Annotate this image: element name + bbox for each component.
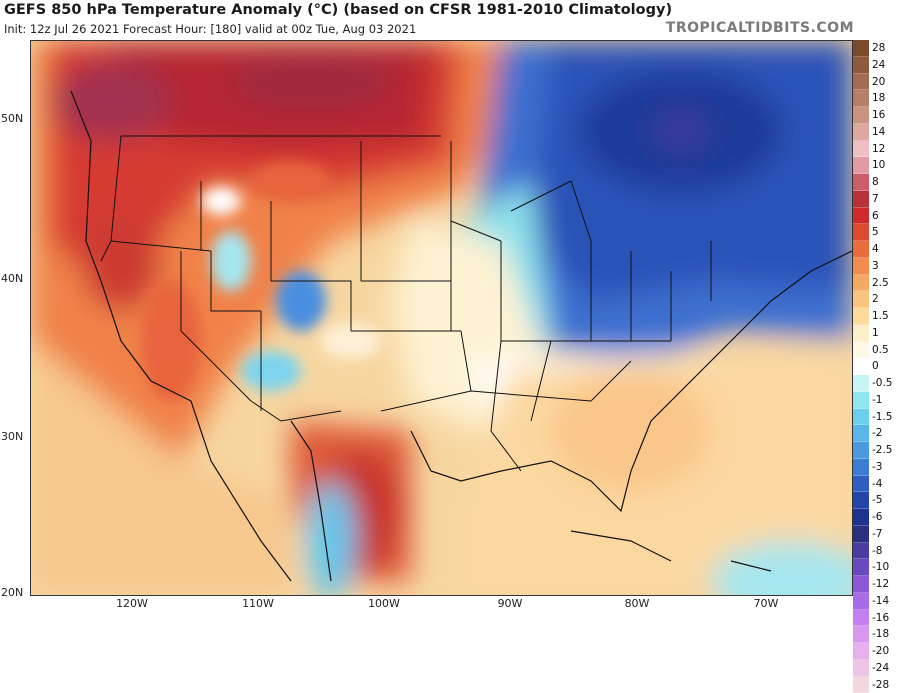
colorbar-level-label: 2.5 [872,275,900,292]
colorbar-swatch [853,459,869,476]
colorbar-swatch [853,124,869,141]
colorbar-level-label: 0.5 [872,342,900,359]
colorbar-swatch [853,526,869,543]
colorbar-level-label: 20 [872,74,900,91]
colorbar-swatch [853,208,869,225]
colorbar-level-label: 5 [872,224,900,241]
lat-label: 20N [1,586,23,599]
colorbar-level-label: -5 [872,492,900,509]
colorbar-level-label: -4 [872,476,900,493]
colorbar-swatch [853,559,869,576]
colorbar-swatch [853,291,869,308]
colorbar-swatch [853,476,869,493]
map-title: GEFS 850 hPa Temperature Anomaly (°C) (b… [4,2,672,18]
colorbar-level-label: -2.5 [872,442,900,459]
colorbar-level-label: -3 [872,459,900,476]
colorbar-level-label: -1.5 [872,409,900,426]
colorbar-swatch [853,442,869,459]
colorbar-swatch [853,191,869,208]
colorbar-level-label: 10 [872,157,900,174]
colorbar-swatch [853,90,869,107]
colorbar-level-label: -18 [872,626,900,643]
colorbar-swatch [853,626,869,643]
lon-label: 110W [242,597,274,610]
colorbar-swatch [853,409,869,426]
colorbar-level-label: -0.5 [872,375,900,392]
anomaly-map [30,40,853,596]
colorbar-swatch [853,241,869,258]
colorbar-swatch [853,509,869,526]
colorbar-level-label: -12 [872,576,900,593]
colorbar-level-label: -10 [872,559,900,576]
colorbar-swatch [853,174,869,191]
colorbar-level-label: -28 [872,677,900,693]
colorbar-swatch [853,576,869,593]
colorbar-swatch [853,258,869,275]
colorbar-level-label: -14 [872,593,900,610]
colorbar-level-label: -8 [872,543,900,560]
colorbar-level-label: 2 [872,291,900,308]
colorbar-swatch [853,157,869,174]
colorbar-level-label: 3 [872,258,900,275]
colorbar-swatch [853,342,869,359]
colorbar-level-label: 8 [872,174,900,191]
colorbar-swatch [853,677,869,693]
colorbar-swatch [853,224,869,241]
colorbar-level-label: -24 [872,660,900,677]
colorbar-swatch [853,325,869,342]
lat-label: 30N [1,430,23,443]
colorbar-swatch [853,610,869,627]
colorbar-level-label: 14 [872,124,900,141]
colorbar-swatch [853,40,869,57]
lat-label: 40N [1,272,23,285]
map-subtitle: Init: 12z Jul 26 2021 Forecast Hour: [18… [4,22,416,36]
colorbar-swatch [853,643,869,660]
colorbar-swatch [853,308,869,325]
colorbar-level-label: 12 [872,141,900,158]
lon-label: 100W [368,597,400,610]
colorbar-swatch [853,593,869,610]
colorbar-swatch [853,392,869,409]
colorbar-level-label: 18 [872,90,900,107]
colorbar-swatch [853,57,869,74]
colorbar-level-label: 6 [872,208,900,225]
brand-watermark: TROPICALTIDBITS.COM [666,20,854,36]
colorbar-level-label: 1 [872,325,900,342]
colorbar-level-label: -6 [872,509,900,526]
lon-label: 90W [498,597,523,610]
colorbar-swatch [853,275,869,292]
colorbar-swatch [853,425,869,442]
colorbar-swatch [853,74,869,91]
colorbar-level-label: 24 [872,57,900,74]
colorbar-level-label: -1 [872,392,900,409]
colorbar-swatch [853,492,869,509]
colorbar-swatch [853,543,869,560]
lat-label: 50N [1,112,23,125]
colorbar-level-label: 7 [872,191,900,208]
colorbar-swatch [853,660,869,677]
colorbar-level-label: 4 [872,241,900,258]
colorbar-level-label: 0 [872,358,900,375]
colorbar-level-label: -7 [872,526,900,543]
colorbar-swatch [853,107,869,124]
lon-label: 80W [625,597,650,610]
lon-label: 70W [754,597,779,610]
lon-label: 120W [116,597,148,610]
colorbar-swatch [853,358,869,375]
anomaly-field [31,41,852,595]
colorbar-swatch [853,141,869,158]
colorbar-level-label: 1.5 [872,308,900,325]
colorbar-swatch [853,375,869,392]
colorbar-level-label: 28 [872,40,900,57]
colorbar-level-label: -20 [872,643,900,660]
colorbar [853,40,869,693]
colorbar-level-label: -2 [872,425,900,442]
colorbar-level-label: -16 [872,610,900,627]
colorbar-level-label: 16 [872,107,900,124]
